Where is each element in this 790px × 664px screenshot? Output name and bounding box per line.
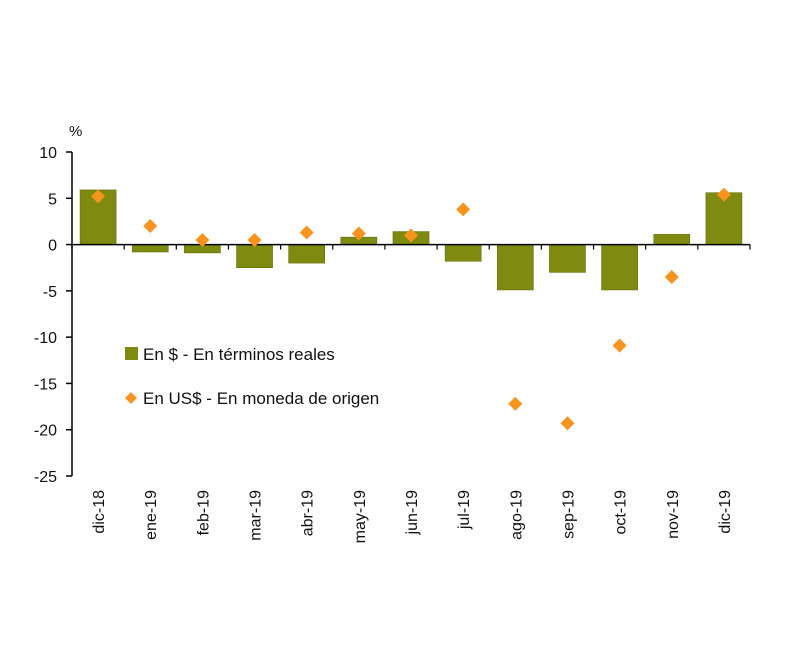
- x-tick-label: mar-19: [248, 490, 265, 541]
- y-tick-label: 10: [39, 145, 57, 162]
- x-tick-label: sep-19: [560, 490, 577, 539]
- y-axis: 10 5 0 -5 -10 -15 -20 -25: [34, 145, 73, 486]
- x-tick-label: abr-19: [300, 490, 317, 536]
- y-axis-unit-label: %: [69, 123, 82, 140]
- point-dic-18: [91, 189, 106, 204]
- bar-ago-19: [497, 244, 534, 291]
- y-tick-label: -5: [43, 284, 57, 301]
- y-tick-label: 0: [48, 238, 57, 255]
- point-feb-19: [195, 232, 210, 247]
- point-oct-19: [612, 338, 627, 353]
- x-tick-label: dic-19: [717, 490, 734, 534]
- x-axis: dic-18 ene-19 feb-19 mar-19 abr-19 may-19 jun-…: [91, 490, 734, 543]
- y-tick-label: -10: [34, 330, 57, 347]
- bar-mar-19: [236, 244, 273, 269]
- x-tick-label: ago-19: [508, 490, 525, 540]
- x-tick-label: jul-19: [456, 490, 473, 530]
- legend-label-bars: En $ - En términos reales: [143, 345, 335, 364]
- x-tick-label: oct-19: [613, 490, 630, 535]
- bar-jul-19: [444, 244, 482, 262]
- y-tick-label: -25: [34, 469, 57, 486]
- x-tick-label: nov-19: [665, 490, 682, 539]
- point-nov-19: [664, 269, 679, 284]
- point-ago-19: [508, 396, 523, 411]
- legend-label-diamonds: En US$ - En moneda de origen: [143, 389, 379, 408]
- bar-abr-19: [288, 244, 325, 264]
- bar-ene-19: [131, 244, 169, 253]
- y-tick-label: 5: [48, 191, 57, 208]
- y-tick-label: -15: [34, 376, 57, 393]
- x-tick-label: dic-18: [91, 490, 108, 534]
- point-mar-19: [247, 232, 262, 247]
- y-tick-label: -20: [34, 423, 57, 440]
- x-tick-label: jun-19: [404, 490, 421, 536]
- x-tick-label: feb-19: [195, 490, 212, 535]
- point-jun-19: [404, 228, 418, 243]
- point-jul-19: [456, 202, 471, 217]
- point-sep-19: [560, 416, 575, 431]
- bar-nov-19: [653, 234, 691, 245]
- bar-oct-19: [601, 244, 638, 291]
- legend-swatch-diamond: [125, 392, 137, 404]
- legend-swatch-bars: [125, 347, 138, 360]
- point-may-19: [351, 226, 366, 241]
- bar-sep-19: [549, 244, 586, 273]
- x-tick-label: ene-19: [143, 490, 160, 540]
- point-abr-19: [299, 225, 314, 240]
- point-ene-19: [143, 219, 158, 234]
- scatter-series: [91, 187, 731, 431]
- zero-line-group: [71, 243, 751, 250]
- point-dic-19: [716, 187, 731, 202]
- legend: En $ - En términos reales En US$ - En mo…: [125, 345, 379, 408]
- x-tick-label: may-19: [352, 490, 369, 543]
